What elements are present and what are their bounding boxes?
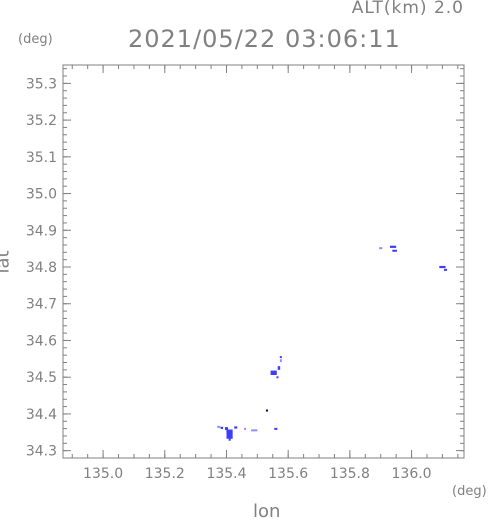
data-points: [217, 245, 448, 441]
x-tick-label: 135.4: [206, 466, 246, 482]
y-tick-label: 34.3: [26, 444, 57, 460]
data-point: [251, 429, 258, 432]
y-tick-label: 34.8: [26, 260, 57, 276]
y-tick-label: 35.1: [26, 150, 57, 166]
data-point: [224, 427, 229, 431]
data-point: [439, 265, 446, 269]
x-axis-unit: (deg): [452, 484, 487, 499]
data-point: [277, 366, 281, 370]
data-point: [274, 427, 278, 430]
y-tick-label: 35.3: [26, 76, 57, 92]
y-tick-label: 34.7: [26, 297, 57, 313]
x-tick-label: 135.6: [268, 466, 308, 482]
data-point: [234, 426, 238, 429]
altitude-label: ALT(km) 2.0: [351, 0, 464, 18]
data-point: [270, 370, 277, 375]
x-tick-label: 135.2: [145, 466, 185, 482]
y-tick-label: 34.5: [26, 370, 57, 386]
data-point: [228, 438, 231, 441]
data-point: [443, 268, 448, 271]
timestamp-title: 2021/05/22 03:06:11: [128, 25, 401, 53]
data-point: [217, 425, 221, 428]
y-tick-label: 35.2: [26, 113, 57, 129]
axis-ticks: 135.0 135.2 135.4 135.6 135.8 136.0 34.3 34.4 34…: [26, 65, 464, 482]
data-point: [265, 409, 268, 412]
data-point: [389, 245, 397, 248]
data-point: [379, 247, 383, 250]
data-point: [276, 376, 279, 379]
data-point: [279, 356, 282, 359]
plot-frame: [62, 64, 465, 459]
y-tick-label: 34.9: [26, 223, 57, 239]
x-tick-label: 135.8: [330, 466, 370, 482]
x-tick-label: 135.0: [83, 466, 123, 482]
y-tick-label: 34.6: [26, 333, 57, 349]
y-tick-label: 34.4: [26, 407, 57, 423]
x-tick-label: 136.0: [392, 466, 432, 482]
y-tick-label: 35.0: [26, 187, 57, 203]
data-point: [226, 429, 233, 439]
x-axis-label: lon: [253, 501, 281, 522]
data-point: [220, 426, 224, 429]
data-point: [392, 249, 397, 252]
plot-border: [62, 64, 465, 459]
data-point: [279, 359, 282, 363]
y-axis-unit: (deg): [18, 32, 53, 47]
data-point: [244, 427, 247, 430]
